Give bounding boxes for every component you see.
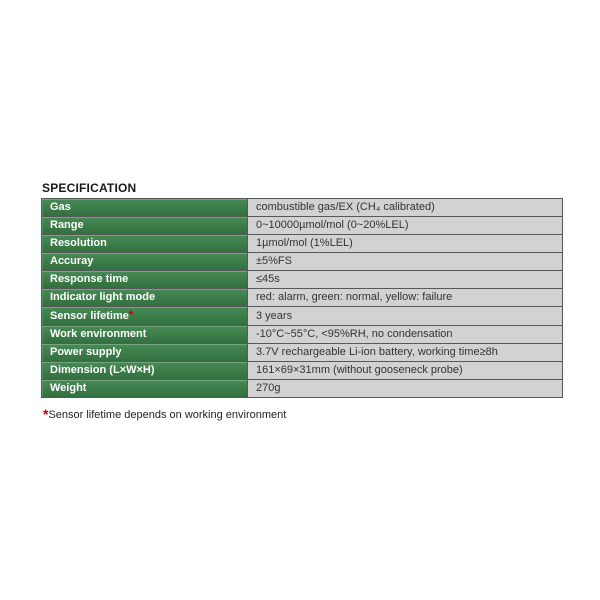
table-row: Weight 270g [41,379,563,398]
footnote-text: Sensor lifetime depends on working envir… [48,409,287,421]
table-row: Dimension (L×W×H) 161×69×31mm (without g… [41,361,563,380]
spec-label-response-time: Response time [41,270,248,289]
footnote-asterisk: * [128,309,134,321]
footnote-asterisk: * [43,406,49,422]
specification-table: Gas combustible gas/EX (CH₄ calibrated) … [41,198,563,398]
spec-label-power-supply: Power supply [41,343,248,362]
spec-value-range: 0~10000µmol/mol (0~20%LEL) [247,216,563,235]
spec-value-sensor-lifetime: 3 years [247,306,563,326]
spec-value-resolution: 1µmol/mol (1%LEL) [247,234,563,253]
table-row: Accuray ±5%FS [41,252,563,271]
table-row: Range 0~10000µmol/mol (0~20%LEL) [41,216,563,235]
table-row: Response time ≤45s [41,270,563,289]
table-row: Work environment -10°C~55°C, <95%RH, no … [41,325,563,344]
spec-value-work-environment: -10°C~55°C, <95%RH, no condensation [247,325,563,344]
spec-label-dimension: Dimension (L×W×H) [41,361,248,380]
spec-value-indicator-light-mode: red: alarm, green: normal, yellow: failu… [247,288,563,307]
table-row: Gas combustible gas/EX (CH₄ calibrated) [41,198,563,217]
spec-label-indicator-light-mode: Indicator light mode [41,288,248,307]
spec-label-accuracy: Accuray [41,252,248,271]
footnote: *Sensor lifetime depends on working envi… [43,406,286,423]
spec-label-weight: Weight [41,379,248,398]
spec-value-accuracy: ±5%FS [247,252,563,271]
spec-label-range: Range [41,216,248,235]
table-row: Power supply 3.7V rechargeable Li-ion ba… [41,343,563,362]
spec-label-resolution: Resolution [41,234,248,253]
spec-value-response-time: ≤45s [247,270,563,289]
table-row: Indicator light mode red: alarm, green: … [41,288,563,307]
spec-value-dimension: 161×69×31mm (without gooseneck probe) [247,361,563,380]
spec-value-gas: combustible gas/EX (CH₄ calibrated) [247,198,563,217]
spec-label-gas: Gas [41,198,248,217]
spec-value-weight: 270g [247,379,563,398]
section-title: SPECIFICATION [42,181,137,195]
spec-label-work-environment: Work environment [41,325,248,344]
spec-value-power-supply: 3.7V rechargeable Li-ion battery, workin… [247,343,563,362]
spec-label-sensor-lifetime: Sensor lifetime* [41,306,248,326]
table-row: Sensor lifetime* 3 years [41,306,563,326]
specification-section: SPECIFICATION Gas combustible gas/EX (CH… [41,181,563,398]
table-row: Resolution 1µmol/mol (1%LEL) [41,234,563,253]
spec-label-text: Sensor lifetime [50,310,129,322]
